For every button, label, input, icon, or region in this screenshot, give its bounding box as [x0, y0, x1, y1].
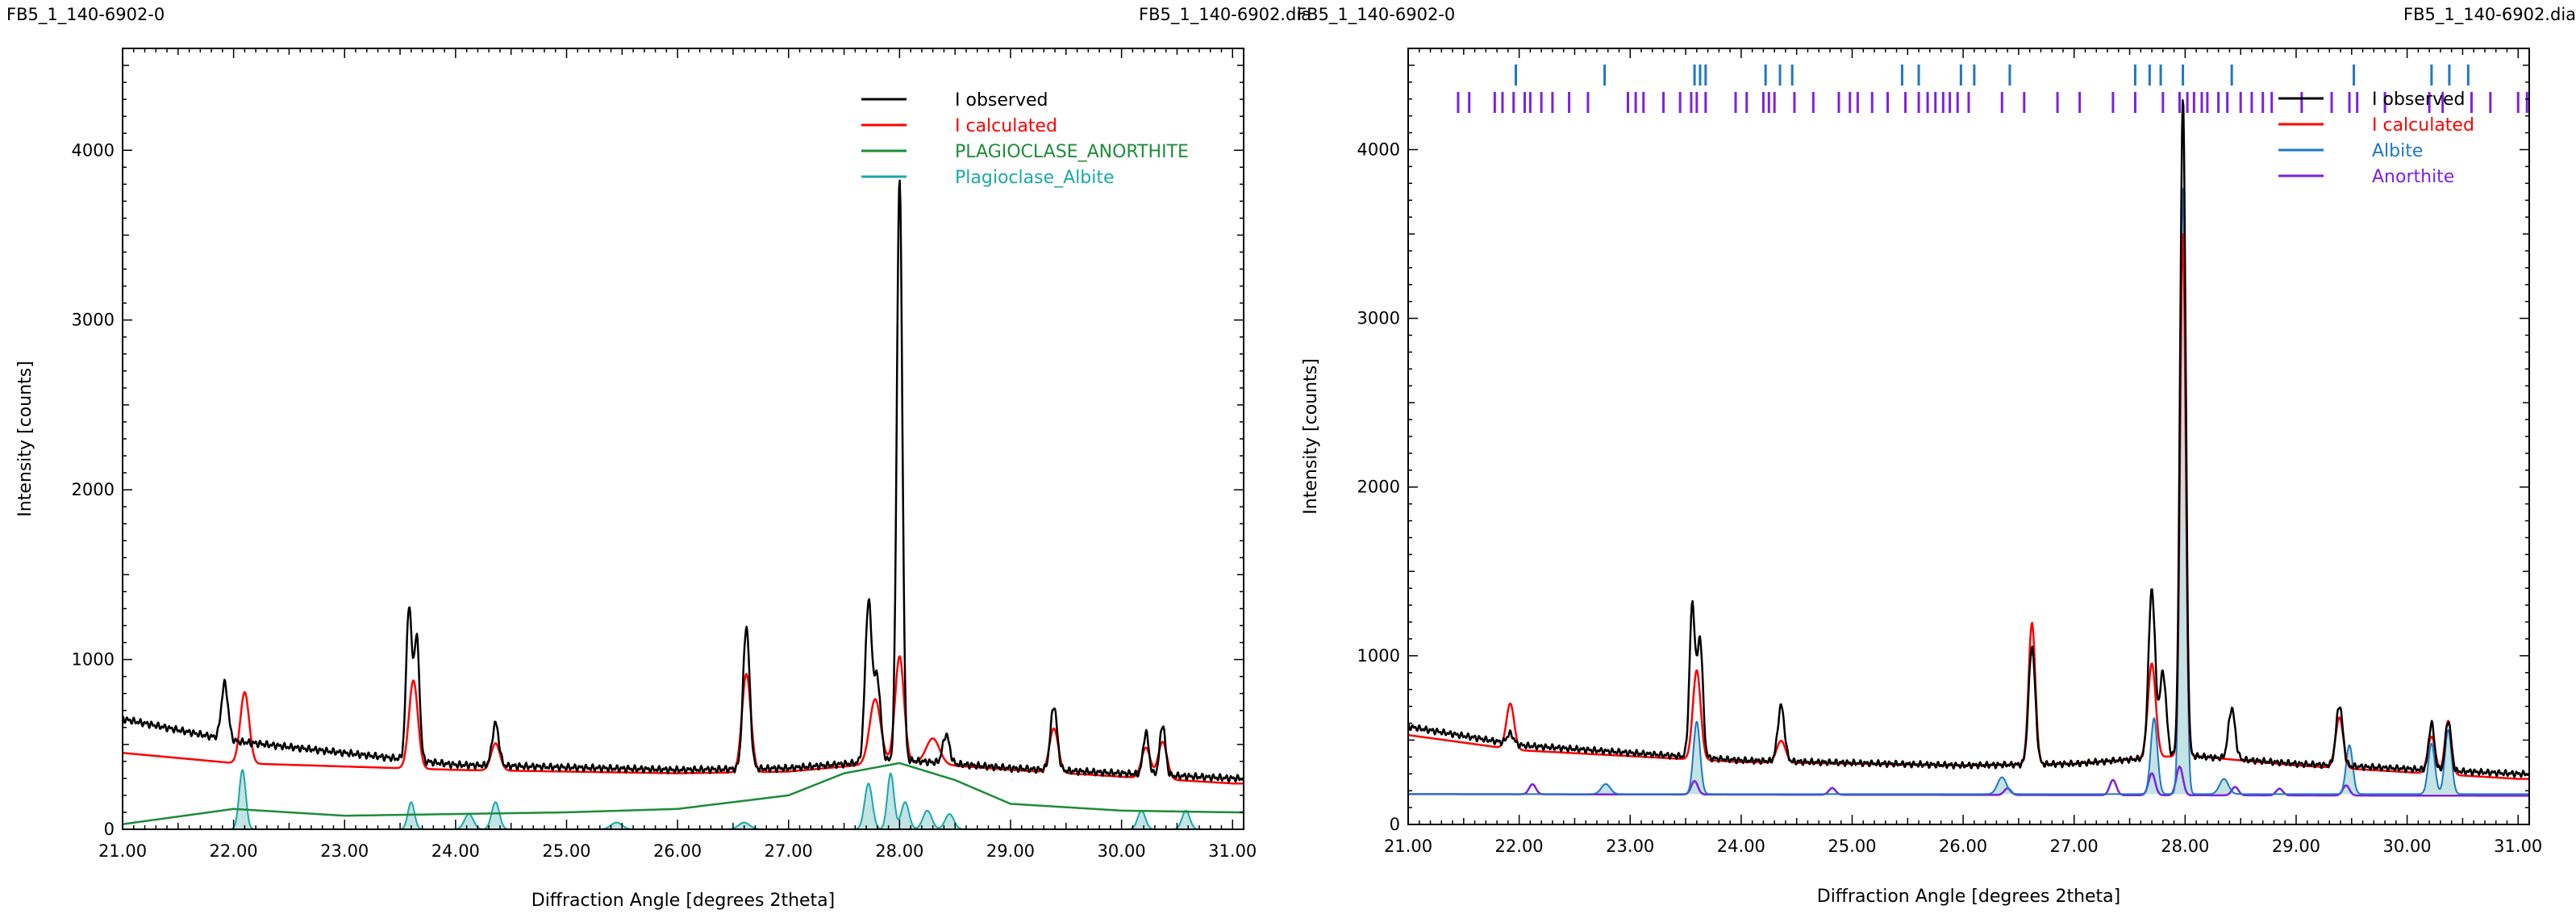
x-axis-label: Diffraction Angle [degrees 2theta]: [531, 891, 836, 911]
albite-area: [1408, 188, 2529, 795]
series-calculated: [1407, 233, 2530, 780]
y-axis-ticks: 0 1000 2000 3000 4000: [1357, 48, 2529, 834]
y-tick-label: 0: [1390, 815, 1400, 834]
series-lines-layer: [122, 179, 1244, 830]
legend-label-observed: I observed: [2372, 90, 2465, 110]
x-tick-label: 25.00: [542, 841, 590, 861]
y-axis-label: Intensity [counts]: [1301, 358, 1321, 514]
y-tick-label: 0: [104, 820, 115, 839]
x-tick-label: 21.00: [98, 841, 147, 861]
x-tick-label: 30.00: [2383, 837, 2432, 856]
plot-frame: [1407, 48, 2530, 825]
legend-label-calculated: I calculated: [2372, 115, 2474, 136]
plot-area: 21.00 22.00 23.00 24.00 25.00 26.00 27.00 28.00…: [72, 48, 1257, 861]
right-chart-title: FB5_1_140-6902-0: [1297, 5, 1456, 24]
series-albite: [1407, 187, 2529, 795]
x-tick-label: 30.00: [1098, 841, 1146, 861]
x-axis-label: Diffraction Angle [degrees 2theta]: [1817, 887, 2121, 907]
legend: I observed I calculated PLAGIOCLASE_ANOR…: [861, 90, 1189, 188]
series-anorthite: [1407, 766, 2530, 797]
albite-fill-layer: [123, 770, 1244, 829]
x-tick-label: 26.00: [653, 841, 702, 861]
legend-label-calculated: I calculated: [955, 116, 1057, 136]
x-tick-label: 22.00: [210, 841, 258, 861]
x-tick-label: 23.00: [1606, 837, 1654, 856]
series-calculated: [122, 655, 1244, 785]
x-tick-label: 27.00: [765, 841, 813, 861]
y-axis-ticks: 0 1000 2000 3000 4000: [72, 48, 1244, 839]
albite-phase-area: [123, 770, 1244, 829]
plot-area: 21.00 22.00 23.00 24.00 25.00 26.00 27.00 28.00…: [1357, 48, 2542, 856]
x-tick-label: 31.00: [1208, 841, 1257, 861]
albite-fill-layer: [1408, 188, 2529, 795]
x-tick-label: 29.00: [986, 841, 1035, 861]
series-albite-phase: [122, 769, 1244, 830]
y-tick-label: 2000: [72, 480, 115, 499]
y-tick-label: 4000: [1357, 140, 1400, 159]
y-tick-label: 1000: [72, 650, 115, 670]
series-anorthite-phase: [122, 762, 1244, 825]
x-tick-label: 21.00: [1384, 837, 1432, 856]
y-axis-label: Intensity [counts]: [15, 361, 35, 516]
x-tick-label: 27.00: [2050, 837, 2099, 856]
x-axis-ticks: 21.00 22.00 23.00 24.00 25.00 26.00 27.00 28.00…: [1384, 48, 2542, 856]
y-tick-label: 2000: [1357, 478, 1400, 497]
x-tick-label: 31.00: [2494, 837, 2542, 856]
series-observed: [1407, 98, 2530, 778]
left-chart-filename: FB5_1_140-6902.dia: [1139, 5, 1312, 24]
series-lines-layer: [1407, 98, 2530, 797]
right-diffraction-chart: 21.00 22.00 23.00 24.00 25.00 26.00 27.00 28.00…: [1301, 48, 2542, 907]
y-tick-label: 3000: [1357, 309, 1400, 328]
series-observed: [122, 179, 1244, 783]
y-tick-label: 4000: [72, 140, 115, 160]
y-tick-label: 3000: [72, 311, 115, 330]
legend-label-anorthite-phase: PLAGIOCLASE_ANORTHITE: [955, 142, 1189, 162]
x-tick-label: 24.00: [1717, 837, 1765, 856]
x-tick-label: 24.00: [431, 841, 480, 861]
reflection-markers: [1457, 65, 2528, 113]
legend-label-albite: Albite: [2372, 141, 2423, 161]
x-axis-ticks: 21.00 22.00 23.00 24.00 25.00 26.00 27.00 28.00…: [98, 48, 1257, 861]
x-tick-label: 25.00: [1828, 837, 1876, 856]
plot-frame: [122, 48, 1244, 830]
x-tick-label: 22.00: [1495, 837, 1544, 856]
x-tick-label: 26.00: [1939, 837, 1987, 856]
y-tick-label: 1000: [1357, 646, 1400, 666]
x-tick-label: 29.00: [2272, 837, 2320, 856]
left-chart-title: FB5_1_140-6902-0: [6, 5, 165, 24]
x-tick-label: 23.00: [320, 841, 369, 861]
legend-label-anorthite: Anorthite: [2372, 167, 2454, 187]
legend: I observed I calculated Albite Anorthite: [2278, 90, 2474, 187]
legend-label-albite-phase: Plagioclase_Albite: [955, 168, 1114, 188]
x-tick-label: 28.00: [875, 841, 923, 861]
x-tick-label: 28.00: [2161, 837, 2209, 856]
left-diffraction-chart: 21.00 22.00 23.00 24.00 25.00 26.00 27.00 28.00…: [15, 48, 1257, 911]
legend-label-observed: I observed: [955, 90, 1048, 111]
right-chart-filename: FB5_1_140-6902.dia: [2403, 5, 2576, 24]
